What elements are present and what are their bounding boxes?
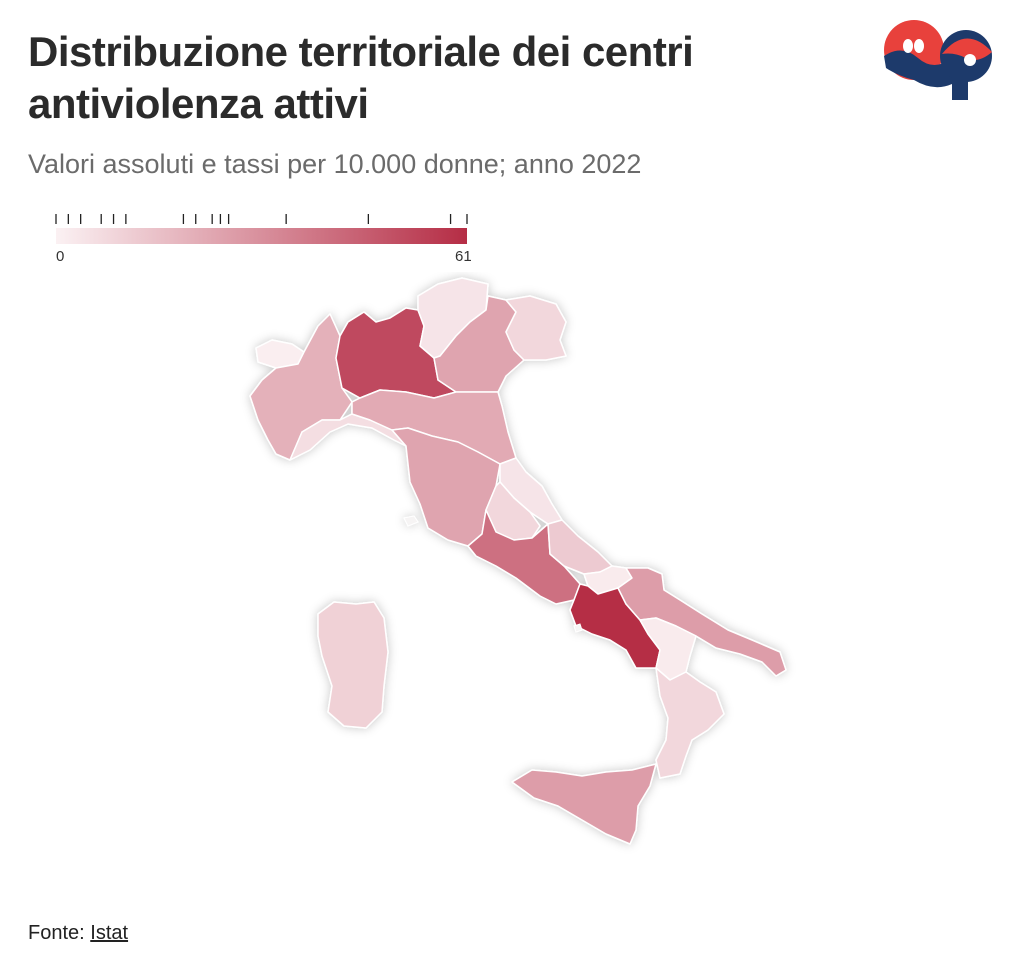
region-sardegna[interactable] (317, 601, 389, 729)
island-ischia (573, 623, 583, 633)
island-elba (403, 515, 419, 527)
page-title: Distribuzione territoriale dei centri an… (28, 28, 694, 127)
logo-p-top (942, 38, 992, 60)
legend-gradient-bar (56, 228, 467, 244)
region-friuli-venezia-giulia[interactable] (505, 295, 567, 361)
region-calabria[interactable] (655, 667, 725, 779)
region-sicilia[interactable] (511, 763, 657, 845)
legend-scale (55, 214, 468, 244)
source-note: Fonte: Istat (28, 922, 128, 945)
logo-wave-shape (884, 50, 952, 88)
source-link[interactable]: Istat (90, 922, 129, 944)
logo-eye-left (903, 39, 913, 53)
logo-eye-right (914, 39, 924, 53)
source-prefix: Fonte: (28, 922, 91, 944)
color-legend: 0 61 (50, 206, 490, 272)
legend-ticks (55, 214, 468, 224)
legend-max-label: 61 (455, 248, 472, 265)
legend-min-label: 0 (56, 248, 65, 265)
op-logo[interactable] (878, 18, 996, 102)
italy-map (249, 277, 787, 845)
logo-p-eye (964, 54, 976, 66)
page-subtitle: Valori assoluti e tassi per 10.000 donne… (28, 149, 642, 179)
logo-p-stem (952, 58, 968, 100)
